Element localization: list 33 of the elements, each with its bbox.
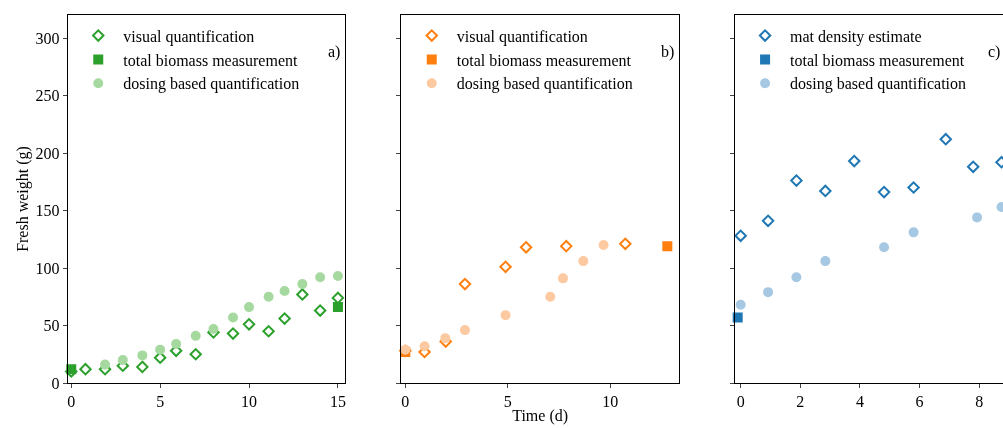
x-tick-label: 6: [915, 393, 924, 411]
x-tick-label: 10: [602, 393, 619, 411]
legend-label: total biomass measurement: [123, 51, 298, 69]
y-tick-label: 200: [35, 144, 60, 162]
y-tick-label: 0: [51, 374, 60, 392]
x-tick-label: 10: [241, 393, 258, 411]
annotation: b): [661, 43, 675, 61]
legend-label: dosing based quantification: [790, 75, 967, 94]
legend-label: total biomass measurement: [456, 51, 632, 69]
y-tick-label: 100: [35, 259, 60, 277]
x-tick-label: 0: [67, 393, 76, 411]
x-tick-label: 2: [796, 393, 805, 411]
x-tick-label: 0: [736, 393, 745, 411]
annotation: a): [328, 43, 341, 61]
annotation: c): [988, 43, 1001, 61]
x-axis-title: Time (d): [512, 406, 569, 425]
y-tick-label: 50: [43, 317, 60, 335]
legend-label: dosing based quantification: [456, 75, 633, 94]
x-tick-label: 8: [975, 393, 984, 411]
x-tick-label: 4: [855, 393, 864, 411]
x-tick-label: 0: [401, 393, 410, 411]
y-tick-label: 250: [35, 87, 60, 105]
y-tick-label: 300: [35, 29, 60, 47]
y-tick-label: 150: [35, 202, 60, 220]
y-axis-title: Fresh weight (g): [14, 146, 33, 252]
x-tick-label: 5: [503, 393, 512, 411]
legend-label: dosing based quantification: [123, 75, 300, 94]
legend-label: total biomass measurement: [790, 51, 965, 69]
x-tick-label: 5: [156, 393, 165, 411]
legend-label: mat density estimate: [790, 27, 922, 46]
legend-label: visual quantification: [456, 27, 588, 46]
x-tick-label: 15: [329, 393, 346, 411]
legend-label: visual quantification: [123, 27, 255, 46]
